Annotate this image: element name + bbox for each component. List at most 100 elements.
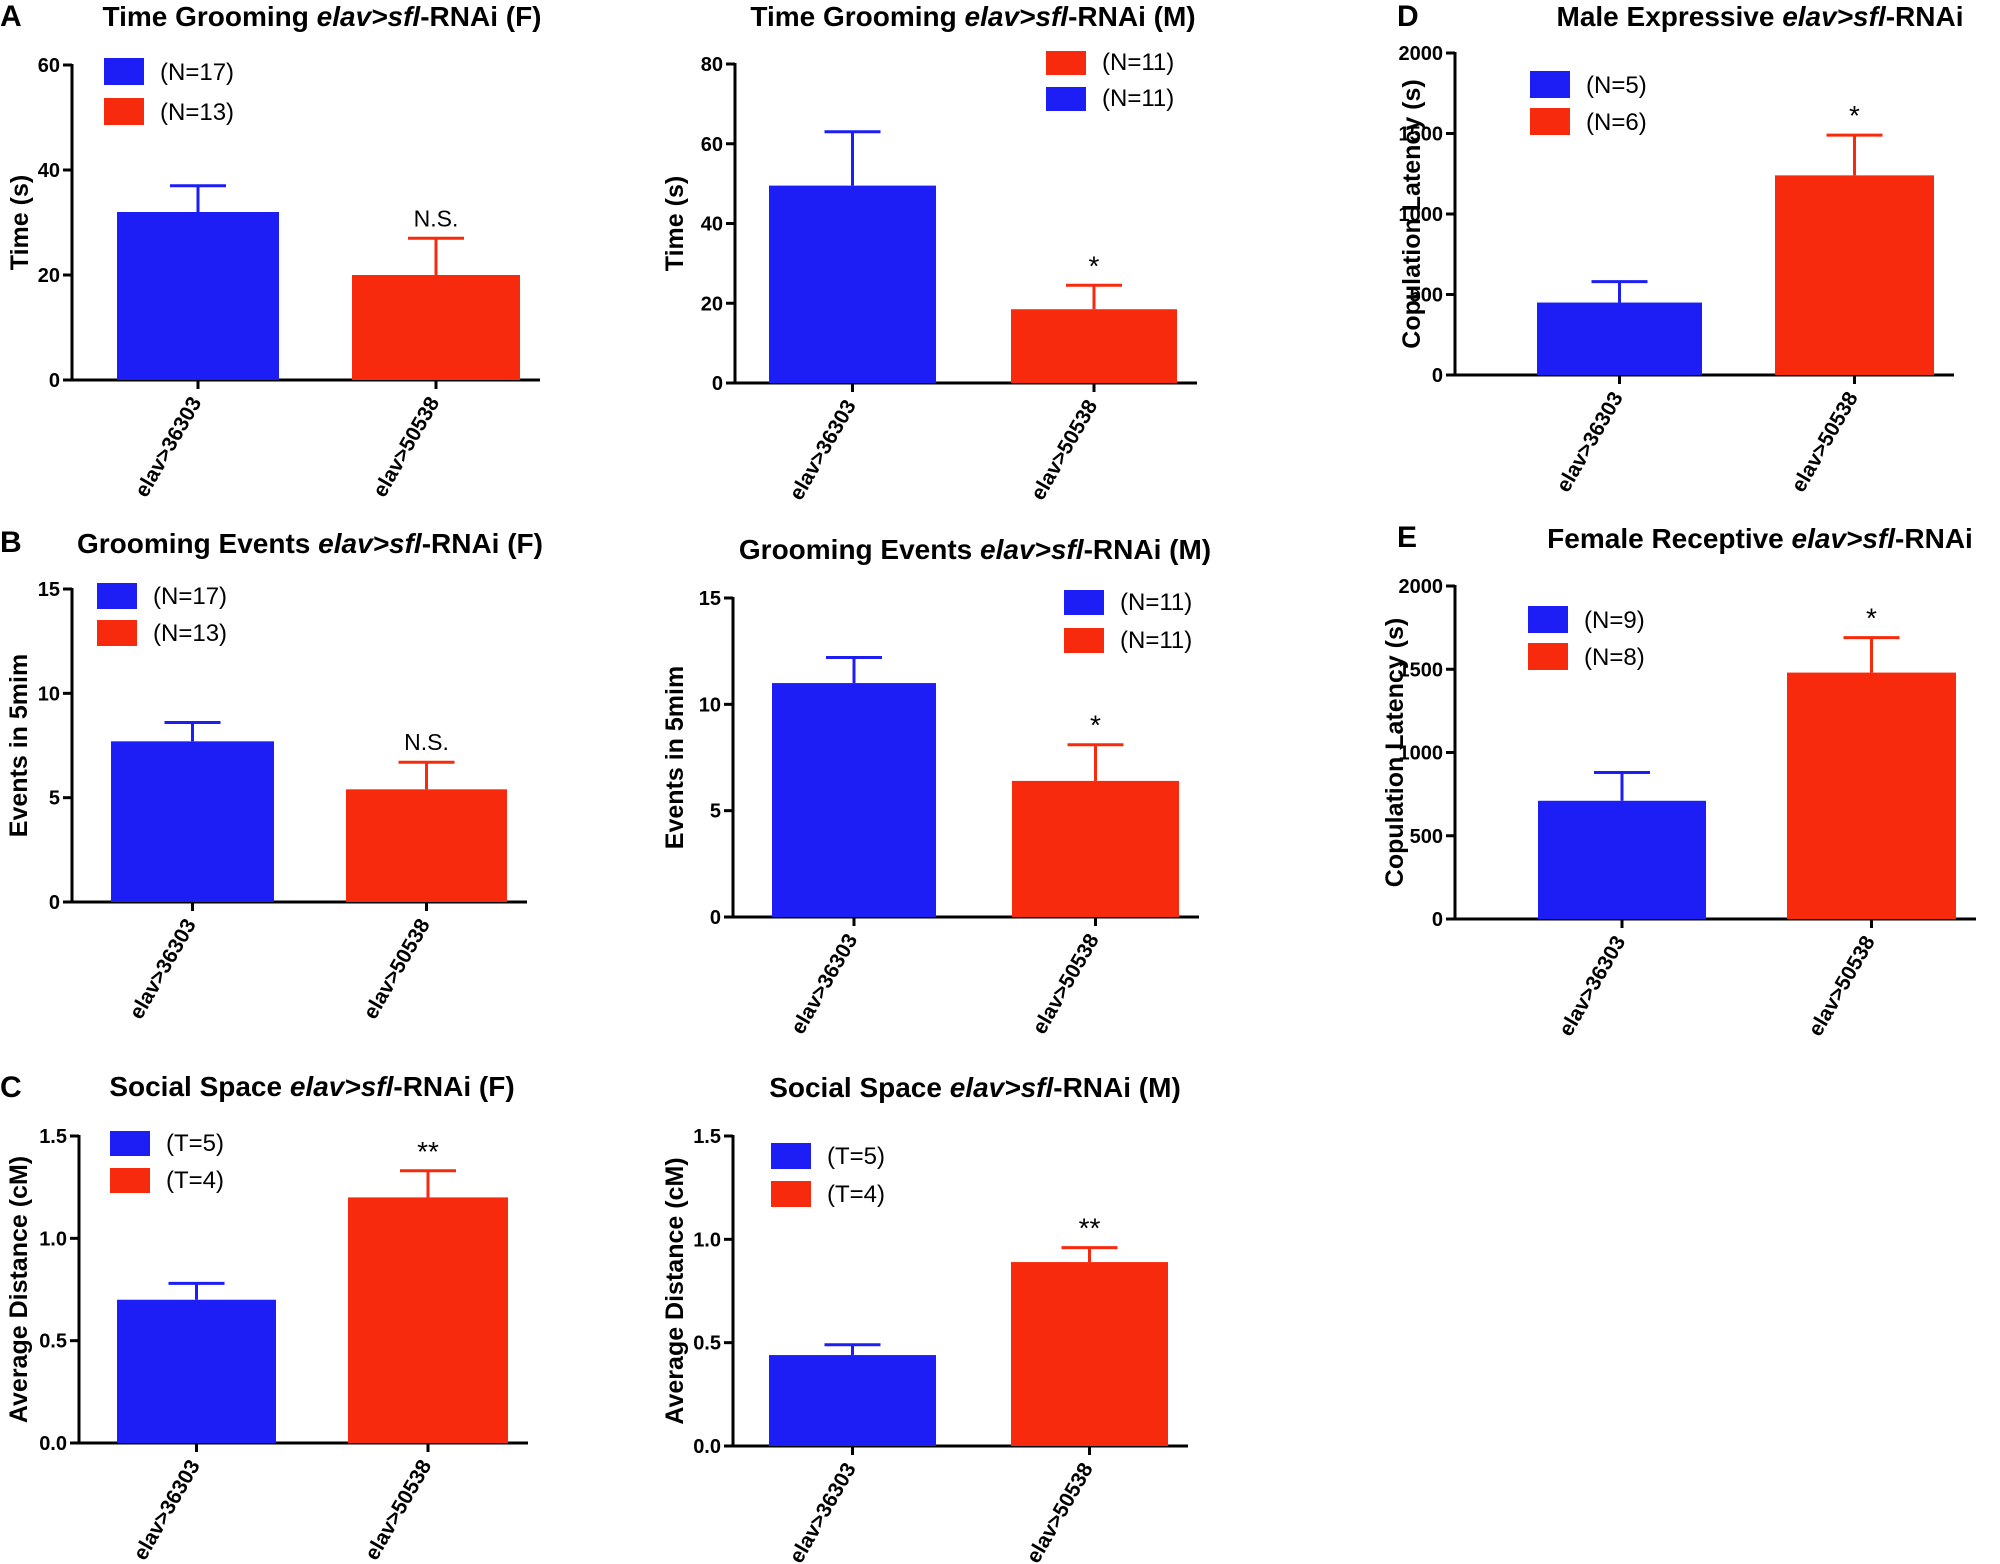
legend-swatch: [1528, 643, 1568, 670]
x-tick-label: elav>50538: [361, 1456, 437, 1564]
significance-label: *: [1849, 100, 1860, 131]
panel-label-c: C: [0, 1071, 22, 1104]
bar-elav-36303: [117, 212, 279, 380]
legend-label: (N=11): [1102, 85, 1174, 112]
legend-label: (N=17): [160, 59, 234, 86]
legend-label: (T=5): [827, 1143, 885, 1170]
chart-title-part: Grooming Events: [77, 528, 318, 559]
legend-label: (N=13): [153, 620, 227, 647]
bar-elav-50538: [1012, 780, 1179, 917]
chart-title-part: elav>sfl: [980, 534, 1085, 565]
chart-title: Female Receptive elav>sfl-RNAi: [1547, 523, 1973, 554]
chart-title-part: elav>sfl: [318, 528, 423, 559]
y-tick-label: 10: [38, 683, 60, 705]
chart-title-part: Social Space: [109, 1071, 290, 1102]
y-tick-label: 2000: [1399, 576, 1444, 598]
legend-swatch: [1046, 51, 1086, 75]
chart-e: Female Receptive elav>sfl-RNAi Copulation…: [1381, 523, 1976, 1040]
chart-a1: Time Grooming elav>sfl-RNAi (F) Time (s) 0…: [6, 1, 542, 501]
bar-elav-36303: [769, 1355, 936, 1446]
y-tick-label: 40: [701, 214, 723, 236]
y-tick-label: 500: [1410, 826, 1443, 848]
y-tick-label: 5: [49, 788, 60, 810]
y-tick-label: 0: [1432, 909, 1443, 931]
chart-title-part: -RNAi (F): [393, 1071, 514, 1102]
chart-title-part: elav>sfl: [1782, 1, 1887, 32]
bar-elav-36303: [111, 741, 274, 902]
chart-b2: Grooming Events elav>sfl-RNAi (M) Events …: [661, 534, 1211, 1038]
x-tick-label: elav>36303: [1555, 932, 1631, 1040]
legend-swatch: [771, 1181, 811, 1207]
y-tick-label: 60: [701, 134, 723, 156]
chart-c2: Social Space elav>sfl-RNAi (M) Average Di…: [661, 1072, 1188, 1564]
significance-label: **: [1079, 1213, 1101, 1244]
chart-title-part: elav>sfl: [1792, 523, 1897, 554]
y-tick-label: 15: [38, 579, 60, 601]
panel-label-b: B: [0, 526, 22, 559]
y-axis-label: Events in 5mim: [661, 666, 689, 849]
chart-title-part: -RNAi (M): [1068, 1, 1196, 32]
chart-title-part: -RNAi (M): [1053, 1072, 1181, 1103]
panel-label-d: D: [1397, 0, 1419, 33]
chart-title-part: Social Space: [769, 1072, 950, 1103]
y-tick-label: 1500: [1399, 124, 1444, 146]
chart-b1: Grooming Events elav>sfl-RNAi (F) Events …: [5, 528, 543, 1023]
panel-label-a: A: [0, 0, 22, 33]
y-tick-label: 20: [701, 293, 723, 315]
legend-swatch: [1064, 628, 1104, 653]
chart-title: Grooming Events elav>sfl-RNAi (F): [77, 528, 543, 559]
y-tick-label: 0: [1432, 365, 1443, 387]
y-tick-label: 0: [710, 907, 721, 929]
legend-label: (N=5): [1586, 72, 1647, 99]
y-axis-label: Time (s): [6, 175, 34, 270]
legend-label: (T=4): [827, 1181, 885, 1208]
chart-title-part: -RNAi (F): [422, 528, 543, 559]
x-tick-label: elav>50538: [1028, 930, 1104, 1038]
x-tick-label: elav>36303: [125, 915, 201, 1023]
x-tick-label: elav>36303: [131, 393, 207, 501]
bar-elav-50538: [1787, 672, 1956, 919]
legend-swatch: [771, 1143, 811, 1169]
y-tick-label: 1.0: [693, 1229, 721, 1251]
legend-swatch: [110, 1168, 150, 1193]
chart-title: Social Space elav>sfl-RNAi (M): [769, 1072, 1181, 1103]
x-tick-label: elav>50538: [1027, 396, 1103, 504]
chart-d: Male Expressive elav>sfl-RNAi Copulation …: [1398, 1, 1964, 496]
y-tick-label: 0.5: [39, 1331, 67, 1353]
chart-title-part: -RNAi: [1886, 1, 1964, 32]
legend-swatch: [1528, 606, 1568, 633]
chart-title-part: -RNAi (M): [1084, 534, 1212, 565]
bar-elav-36303: [772, 683, 936, 917]
x-tick-label: elav>36303: [785, 396, 861, 504]
legend-swatch: [104, 98, 144, 125]
y-axis-label: Time (s): [661, 176, 689, 271]
y-tick-label: 0.0: [693, 1436, 721, 1458]
chart-title: Male Expressive elav>sfl-RNAi: [1557, 1, 1964, 32]
legend-label: (T=4): [166, 1167, 224, 1194]
chart-title-part: Female Receptive: [1547, 523, 1791, 554]
x-tick-label: elav>50538: [369, 393, 445, 501]
legend-label: (N=8): [1584, 644, 1645, 671]
chart-title-part: -RNAi: [1895, 523, 1973, 554]
chart-title: Social Space elav>sfl-RNAi (F): [109, 1071, 514, 1102]
y-tick-label: 80: [701, 54, 723, 76]
legend-swatch: [110, 1131, 150, 1156]
y-tick-label: 1.5: [39, 1126, 67, 1148]
legend-swatch: [97, 583, 137, 609]
legend-label: (N=11): [1120, 627, 1192, 654]
y-tick-label: 1.0: [39, 1228, 67, 1250]
y-axis-label: Copulation Latency (s): [1398, 79, 1426, 348]
chart-title-part: -RNAi (F): [420, 1, 541, 32]
legend-label: (N=9): [1584, 607, 1645, 634]
legend-label: (N=11): [1102, 49, 1174, 76]
chart-title-part: elav>sfl: [290, 1071, 395, 1102]
significance-label: *: [1089, 250, 1100, 281]
chart-title-part: Time Grooming: [103, 1, 317, 32]
y-tick-label: 500: [1410, 285, 1443, 307]
y-tick-label: 1.5: [693, 1126, 721, 1148]
x-tick-label: elav>50538: [1022, 1459, 1098, 1564]
legend-swatch: [1064, 590, 1104, 615]
chart-title-part: Grooming Events: [739, 534, 980, 565]
legend-swatch: [104, 58, 144, 85]
